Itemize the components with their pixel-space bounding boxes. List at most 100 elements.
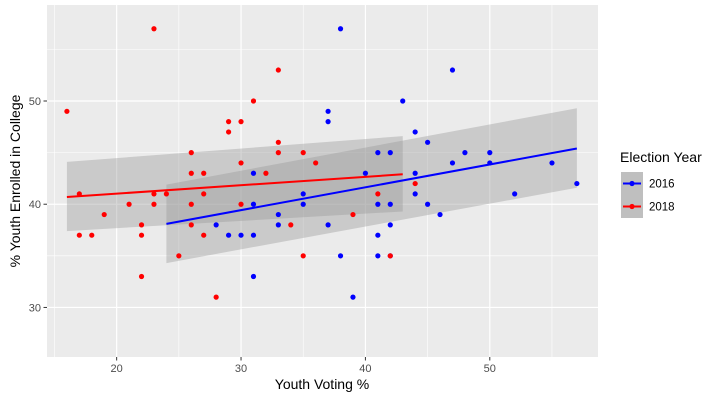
data-point-2018 [225, 119, 232, 125]
data-point-2016 [325, 108, 331, 114]
data-point-2016 [350, 294, 356, 300]
data-point-2016 [412, 191, 418, 197]
data-point-2018 [201, 191, 207, 197]
data-point-2018 [151, 26, 157, 32]
data-point-2016 [250, 201, 257, 207]
legend-point-2018 [629, 203, 635, 210]
data-point-2016 [412, 129, 418, 135]
data-point-2016 [375, 150, 381, 156]
data-point-2016 [375, 253, 381, 259]
legend-label-2018: 2018 [649, 202, 675, 214]
data-point-2018 [275, 139, 281, 145]
data-point-2016 [300, 191, 306, 197]
x-tick-label: 50 [484, 363, 496, 375]
data-point-2018 [238, 201, 244, 207]
data-point-2018 [387, 253, 393, 259]
major-gridlines [47, 5, 598, 357]
x-tick-label: 20 [111, 363, 123, 375]
data-point-2016 [275, 222, 281, 228]
data-point-2018 [188, 170, 194, 176]
regression-line-2018 [66, 173, 403, 198]
y-tick-label: 30 [29, 302, 41, 314]
data-point-2018 [151, 201, 157, 207]
data-point-2018 [412, 180, 418, 187]
y-axis-ticks: 30 40 50 [29, 96, 47, 314]
data-points [64, 26, 580, 300]
data-point-2016 [375, 232, 381, 238]
data-point-2018 [89, 232, 95, 238]
legend-title: Election Year [620, 149, 702, 165]
legend: Election Year 2016 2018 [620, 149, 702, 218]
data-point-2018 [275, 150, 281, 156]
data-point-2018 [188, 201, 194, 207]
data-point-2018 [275, 67, 281, 73]
data-point-2018 [151, 191, 157, 197]
data-point-2016 [275, 211, 281, 218]
data-point-2018 [350, 211, 356, 218]
y-tick-label: 50 [29, 96, 41, 108]
data-point-2018 [163, 191, 170, 197]
data-point-2016 [437, 211, 443, 218]
data-point-2016 [325, 222, 331, 228]
data-point-2018 [138, 232, 145, 238]
data-point-2016 [425, 201, 431, 207]
data-point-2018 [138, 222, 145, 228]
data-point-2018 [188, 222, 194, 228]
data-point-2016 [375, 201, 381, 207]
data-point-2016 [225, 232, 232, 238]
data-point-2018 [238, 119, 244, 125]
data-point-2016 [412, 170, 418, 176]
data-point-2016 [213, 222, 219, 228]
regression-line-2016 [166, 147, 578, 225]
data-point-2018 [101, 211, 107, 218]
data-point-2016 [400, 98, 406, 104]
data-point-2016 [387, 222, 393, 228]
data-point-2018 [213, 294, 219, 300]
data-point-2016 [387, 150, 393, 156]
data-point-2018 [64, 108, 70, 114]
data-point-2016 [462, 150, 468, 156]
data-point-2016 [549, 160, 555, 166]
data-point-2018 [201, 232, 207, 238]
data-point-2016 [337, 26, 344, 32]
data-point-2018 [126, 201, 132, 207]
data-point-2016 [512, 191, 518, 197]
y-axis-title: % Youth Enrolled in College [7, 94, 23, 267]
x-axis-ticks: 20 30 40 50 [111, 357, 496, 375]
data-point-2018 [201, 170, 207, 176]
regression-lines [66, 147, 578, 225]
data-point-2018 [300, 253, 306, 259]
data-point-2018 [288, 222, 294, 228]
data-point-2016 [300, 201, 306, 207]
data-point-2018 [225, 129, 232, 135]
data-point-2018 [176, 253, 182, 259]
data-point-2016 [449, 67, 456, 73]
confidence-ribbon-2018 [66, 136, 403, 232]
data-point-2018 [313, 160, 319, 166]
data-point-2018 [300, 150, 306, 156]
data-point-2016 [250, 232, 257, 238]
data-point-2018 [188, 150, 194, 156]
data-point-2016 [574, 180, 580, 187]
data-point-2018 [238, 160, 244, 166]
legend-items: 2016 2018 [621, 172, 675, 218]
data-point-2018 [138, 273, 145, 280]
data-point-2016 [250, 273, 257, 280]
data-point-2016 [387, 201, 393, 207]
data-point-2018 [263, 170, 269, 176]
legend-label-2016: 2016 [649, 179, 675, 191]
y-tick-label: 40 [29, 199, 41, 211]
legend-point-2016 [629, 180, 635, 187]
data-point-2016 [449, 160, 456, 166]
data-point-2018 [250, 98, 257, 104]
data-point-2016 [425, 139, 431, 145]
data-point-2016 [337, 253, 344, 259]
x-axis-title: Youth Voting % [275, 376, 369, 392]
x-tick-label: 40 [359, 363, 371, 375]
data-point-2018 [76, 232, 82, 238]
data-point-2016 [487, 150, 493, 156]
data-point-2018 [375, 191, 381, 197]
data-point-2016 [362, 170, 369, 176]
data-point-2016 [238, 232, 244, 238]
